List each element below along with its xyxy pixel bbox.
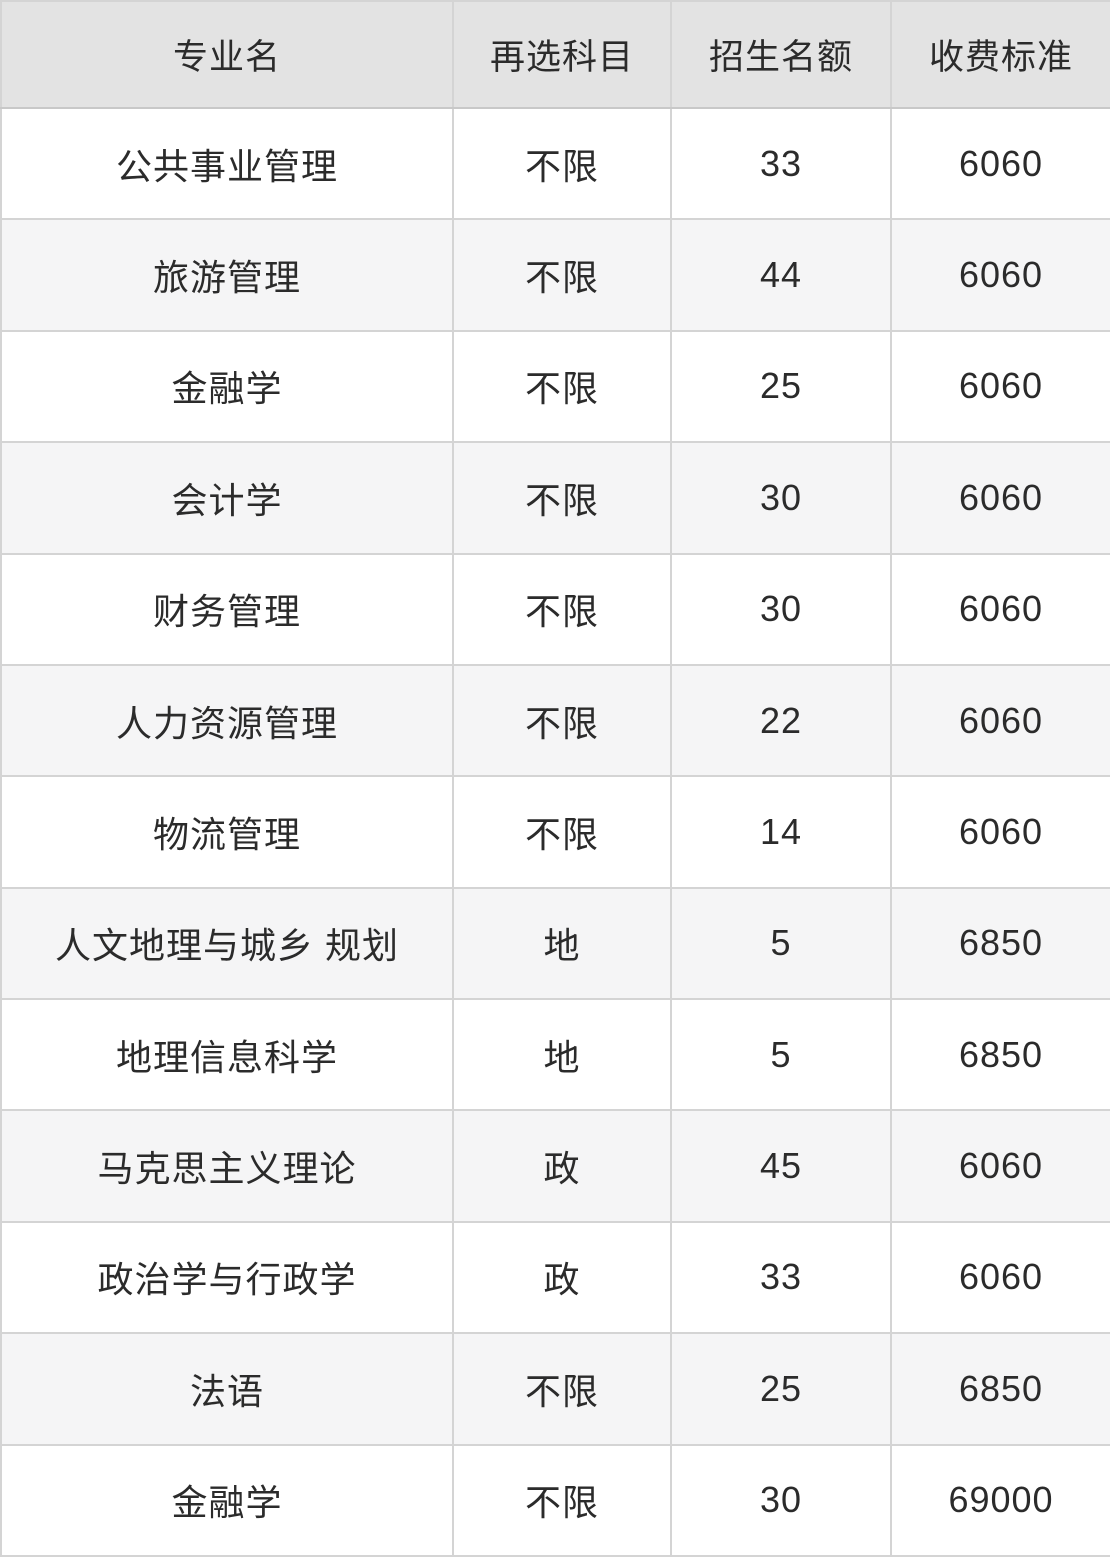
cell-major: 地理信息科学 <box>0 997 454 1112</box>
cell-fee: 6060 <box>890 775 1110 889</box>
cell-quota: 25 <box>670 1332 892 1446</box>
cell-fee: 6850 <box>890 997 1110 1112</box>
cell-quota: 5 <box>670 997 892 1112</box>
table-row: 金融学 不限 25 6060 <box>0 329 1110 444</box>
cell-major: 财务管理 <box>0 552 454 666</box>
cell-fee: 6060 <box>890 218 1110 332</box>
table-row: 会计学 不限 30 6060 <box>0 441 1110 555</box>
cell-major: 政治学与行政学 <box>0 1220 454 1335</box>
cell-quota: 45 <box>670 1109 892 1223</box>
table-body: 公共事业管理 不限 33 6060 旅游管理 不限 44 6060 金融学 不限… <box>0 106 1110 1557</box>
table-row: 公共事业管理 不限 33 6060 <box>0 106 1110 221</box>
cell-subject: 不限 <box>452 552 672 666</box>
cell-major: 公共事业管理 <box>0 106 454 221</box>
cell-subject: 政 <box>452 1220 672 1335</box>
cell-major: 人文地理与城乡 规划 <box>0 886 454 1001</box>
cell-subject: 不限 <box>452 1332 672 1446</box>
table-row: 人力资源管理 不限 22 6060 <box>0 663 1110 778</box>
cell-quota: 25 <box>670 329 892 444</box>
table-row: 地理信息科学 地 5 6850 <box>0 997 1110 1112</box>
cell-fee: 6060 <box>890 552 1110 666</box>
table-header: 专业名 再选科目 招生名额 收费标准 <box>0 0 1110 109</box>
table-row: 马克思主义理论 政 45 6060 <box>0 1109 1110 1223</box>
cell-quota: 30 <box>670 1443 892 1557</box>
cell-quota: 33 <box>670 106 892 221</box>
cell-quota: 33 <box>670 1220 892 1335</box>
column-header-quota: 招生名额 <box>670 0 892 109</box>
cell-subject: 不限 <box>452 106 672 221</box>
table-row: 法语 不限 25 6850 <box>0 1332 1110 1446</box>
cell-fee: 6850 <box>890 886 1110 1001</box>
cell-quota: 5 <box>670 886 892 1001</box>
cell-major: 法语 <box>0 1332 454 1446</box>
cell-major: 会计学 <box>0 441 454 555</box>
table-row: 旅游管理 不限 44 6060 <box>0 218 1110 332</box>
cell-fee: 69000 <box>890 1443 1110 1557</box>
cell-subject: 不限 <box>452 329 672 444</box>
cell-quota: 44 <box>670 218 892 332</box>
cell-major: 金融学 <box>0 329 454 444</box>
cell-subject: 不限 <box>452 663 672 778</box>
table-row: 财务管理 不限 30 6060 <box>0 552 1110 666</box>
cell-major: 物流管理 <box>0 775 454 889</box>
cell-fee: 6060 <box>890 1220 1110 1335</box>
cell-quota: 22 <box>670 663 892 778</box>
cell-fee: 6060 <box>890 329 1110 444</box>
header-row: 专业名 再选科目 招生名额 收费标准 <box>0 0 1110 109</box>
cell-subject: 不限 <box>452 441 672 555</box>
cell-subject: 政 <box>452 1109 672 1223</box>
cell-quota: 30 <box>670 552 892 666</box>
cell-fee: 6060 <box>890 441 1110 555</box>
table-row: 物流管理 不限 14 6060 <box>0 775 1110 889</box>
cell-major: 金融学 <box>0 1443 454 1557</box>
cell-fee: 6850 <box>890 1332 1110 1446</box>
table-row: 政治学与行政学 政 33 6060 <box>0 1220 1110 1335</box>
cell-subject: 地 <box>452 886 672 1001</box>
cell-fee: 6060 <box>890 106 1110 221</box>
column-header-subject: 再选科目 <box>452 0 672 109</box>
cell-subject: 不限 <box>452 218 672 332</box>
column-header-fee: 收费标准 <box>890 0 1110 109</box>
cell-major: 人力资源管理 <box>0 663 454 778</box>
cell-subject: 地 <box>452 997 672 1112</box>
table-row: 人文地理与城乡 规划 地 5 6850 <box>0 886 1110 1001</box>
table-row: 金融学 不限 30 69000 <box>0 1443 1110 1557</box>
column-header-major: 专业名 <box>0 0 454 109</box>
cell-major: 马克思主义理论 <box>0 1109 454 1223</box>
cell-subject: 不限 <box>452 775 672 889</box>
cell-quota: 14 <box>670 775 892 889</box>
cell-major: 旅游管理 <box>0 218 454 332</box>
cell-quota: 30 <box>670 441 892 555</box>
cell-subject: 不限 <box>452 1443 672 1557</box>
cell-fee: 6060 <box>890 1109 1110 1223</box>
cell-fee: 6060 <box>890 663 1110 778</box>
